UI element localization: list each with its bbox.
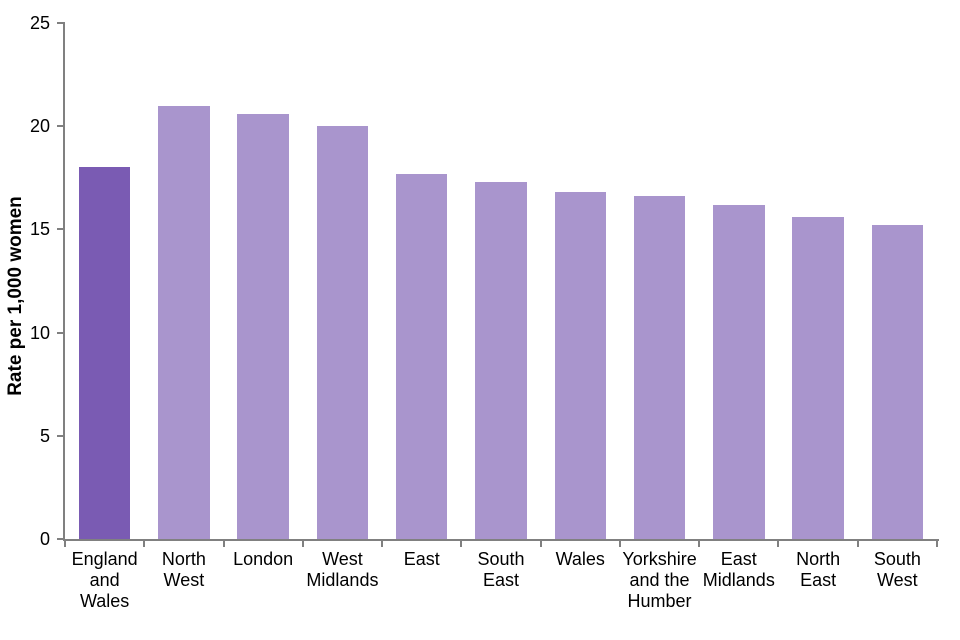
bar-west-midlands	[316, 126, 369, 539]
y-tick-mark	[57, 22, 65, 24]
x-tick-mark	[143, 541, 146, 547]
x-category-label: London	[233, 549, 294, 569]
x-category-label: East	[403, 549, 440, 569]
x-tick-mark	[856, 541, 859, 547]
x-tick-mark	[460, 541, 463, 547]
x-category-label: Yorkshire and the Humber	[622, 549, 697, 611]
y-tick-mark	[57, 434, 65, 437]
x-category-label: England and Wales	[71, 549, 138, 611]
bar-south-east	[475, 181, 527, 539]
y-axis-line	[63, 22, 65, 541]
bar-london	[237, 113, 289, 539]
bar-north-east	[792, 217, 844, 539]
y-tick-label: 15	[29, 219, 50, 240]
x-tick-mark	[301, 541, 304, 547]
x-tick-mark	[936, 541, 938, 547]
y-tick-label: 10	[29, 322, 50, 343]
y-tick-label: 0	[39, 529, 50, 549]
bar-yorkshire-and-the-humber	[633, 196, 686, 539]
x-tick-mark	[381, 541, 384, 547]
x-tick-mark	[698, 541, 701, 547]
x-tick-mark	[618, 541, 621, 547]
x-tick-mark	[539, 541, 542, 547]
x-category-label: East Midlands	[702, 549, 775, 590]
bar-england-and-wales	[78, 167, 131, 539]
x-category-label: North East	[796, 549, 841, 590]
x-category-label: Wales	[555, 549, 605, 569]
bar-east	[395, 173, 448, 539]
y-tick-label: 5	[39, 425, 50, 446]
y-tick-label: 25	[29, 13, 50, 33]
x-tick-mark	[777, 541, 780, 547]
y-tick-mark	[57, 228, 65, 231]
bar-wales	[554, 192, 607, 539]
x-category-label: South East	[477, 549, 525, 590]
bar-north-west	[158, 105, 210, 539]
y-tick-mark	[57, 538, 65, 540]
bar-east-midlands	[713, 204, 765, 539]
x-category-label: West Midlands	[306, 549, 379, 590]
y-tick-mark	[57, 125, 65, 128]
x-category-label: North West	[161, 549, 206, 590]
y-tick-label: 20	[29, 116, 50, 137]
x-tick-mark	[222, 541, 225, 547]
y-tick-mark	[57, 331, 65, 334]
x-axis-line	[63, 539, 939, 541]
x-tick-mark	[64, 541, 66, 547]
bar-south-west	[871, 225, 924, 539]
x-category-label: South West	[873, 549, 921, 590]
